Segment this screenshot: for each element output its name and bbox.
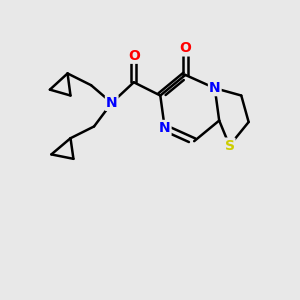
Text: O: O — [128, 49, 140, 63]
Text: N: N — [159, 121, 170, 135]
Text: N: N — [209, 81, 220, 95]
Text: O: O — [179, 41, 191, 56]
Text: S: S — [224, 139, 235, 153]
Text: N: N — [106, 96, 118, 110]
